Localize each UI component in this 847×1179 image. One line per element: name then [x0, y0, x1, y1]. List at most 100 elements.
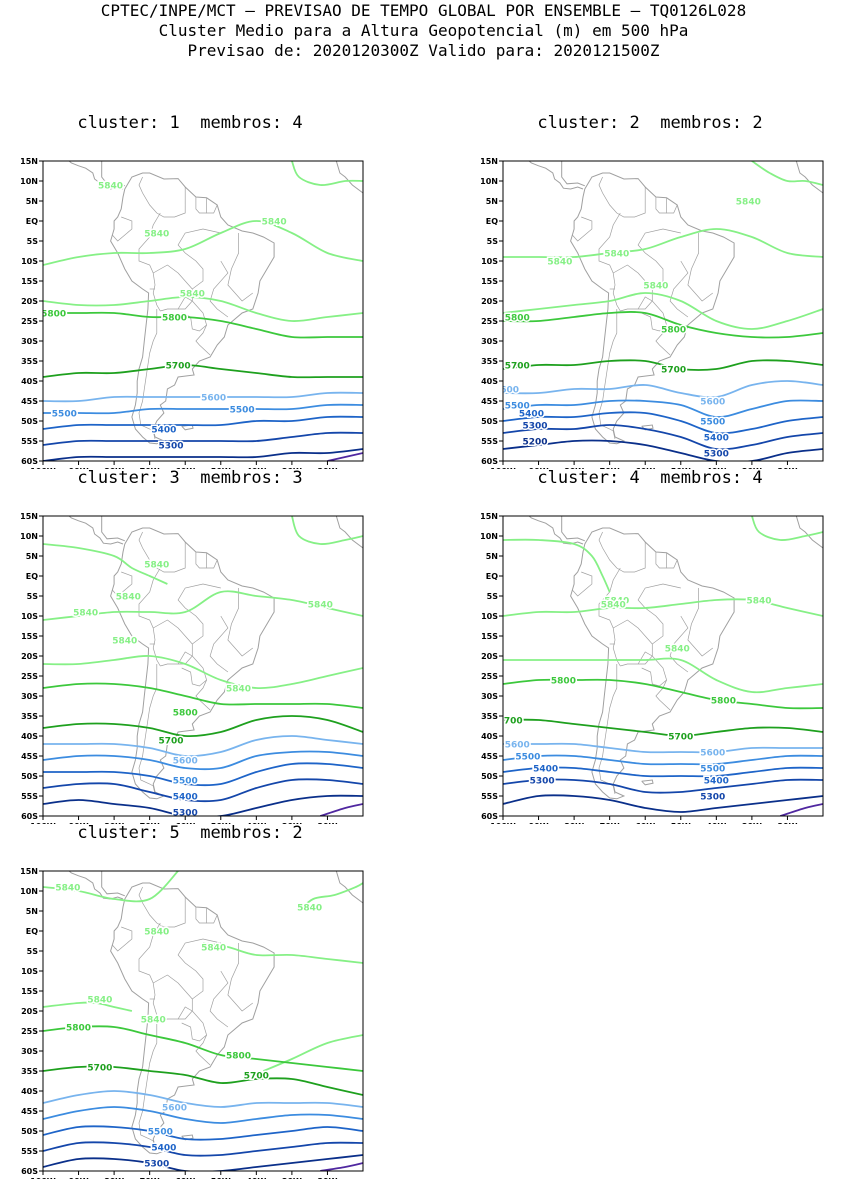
- lat-label: 5S: [27, 237, 39, 246]
- country-border: [613, 619, 653, 667]
- contour-line-5400: [43, 1125, 363, 1141]
- lon-label: 90W: [529, 467, 549, 469]
- contour-label: 5800: [661, 326, 686, 336]
- central-america-coast: [560, 516, 585, 542]
- africa-coast: [795, 161, 823, 194]
- membros-label: membros: 3: [200, 468, 303, 488]
- central-america-coast: [100, 161, 125, 187]
- contour-label: 5840: [144, 928, 169, 938]
- lat-label: 60S: [21, 457, 38, 466]
- contour-label: 5840: [601, 601, 626, 611]
- lon-label: 70W: [600, 822, 620, 824]
- lat-label: 20S: [21, 1007, 38, 1016]
- lat-label: 50S: [21, 417, 38, 426]
- lat-label: 5S: [487, 237, 499, 246]
- country-border: [598, 567, 621, 667]
- central-america-coast: [560, 161, 585, 187]
- country-border: [177, 651, 208, 687]
- lon-label: 30W: [742, 822, 762, 824]
- contour-line-5700: [43, 715, 363, 738]
- country-border: [206, 914, 218, 924]
- country-border: [195, 324, 211, 356]
- contour-label: 5400: [533, 765, 558, 775]
- country-border: [138, 886, 186, 928]
- country-border: [153, 619, 193, 667]
- contour-label: 5200: [522, 438, 547, 448]
- contour-label: 5840: [144, 230, 169, 240]
- contour-label: 5700: [87, 1064, 112, 1074]
- lon-label: 30W: [742, 467, 762, 469]
- coastline: [110, 172, 275, 445]
- lat-label: 30S: [481, 692, 498, 701]
- map-frame: [42, 160, 364, 462]
- contour-label: 5500: [700, 418, 725, 428]
- country-border: [138, 531, 186, 573]
- country-border: [666, 204, 678, 214]
- lat-label: 15S: [481, 277, 498, 286]
- panel-title: cluster: 5 membros: 2: [0, 823, 380, 843]
- lat-label: 35S: [481, 357, 498, 366]
- cluster-panel-5: cluster: 5 membros: 2 5840 5840 5840 5840 584…: [20, 822, 400, 1179]
- lat-label: 20S: [21, 297, 38, 306]
- title-gap: [640, 113, 660, 133]
- lat-label: 15N: [480, 157, 498, 166]
- contour-line-5300: [43, 1141, 363, 1157]
- contour-label: 5500: [700, 765, 725, 775]
- lat-label: 45S: [21, 397, 38, 406]
- lon-label: 40W: [246, 467, 266, 469]
- contour-label: 5800: [66, 1024, 91, 1034]
- lat-label: 5N: [26, 197, 38, 206]
- cluster-label: cluster: 2: [537, 113, 640, 133]
- country-border: [138, 567, 161, 667]
- lat-label: 5N: [486, 552, 498, 561]
- contour-label: 5840: [736, 198, 761, 208]
- contour-label: 5840: [73, 609, 98, 619]
- contour-line-5840: [751, 516, 823, 541]
- contour-line-5400: [503, 411, 823, 435]
- contour-line-5840: [751, 161, 823, 186]
- lat-label: 15N: [20, 512, 38, 521]
- lon-label: 20W: [317, 822, 337, 824]
- country-border: [209, 970, 229, 1028]
- country-border: [598, 531, 646, 573]
- contour-line-5100: [320, 803, 363, 816]
- country-border: [613, 264, 653, 312]
- country-border: [227, 943, 254, 1012]
- country-border: [572, 571, 593, 597]
- lon-label: 50W: [211, 467, 231, 469]
- country-border: [572, 216, 593, 242]
- lat-label: 10N: [20, 532, 38, 541]
- contour-map: 5840 5840 5840 5840 5840 5840 5800 5700 5600 5500…: [20, 512, 364, 824]
- contour-line-5840: [298, 882, 363, 912]
- lon-label: 40W: [706, 822, 726, 824]
- contour-line-5840: [263, 1034, 363, 1072]
- lat-label: 30S: [21, 1047, 38, 1056]
- contour-label: 5700: [498, 717, 523, 727]
- contour-line-5840: [43, 296, 363, 322]
- country-border: [138, 176, 186, 218]
- country-border: [655, 197, 667, 214]
- contour-line-5840: [503, 292, 823, 330]
- country-border: [177, 228, 221, 290]
- country-border: [637, 651, 668, 687]
- lat-label: 25S: [481, 672, 498, 681]
- cluster-panel-4: cluster: 4 membros: 4 5840 5840 5840 5840 580…: [480, 467, 847, 824]
- contour-line-5300: [503, 424, 823, 451]
- lat-label: 55S: [21, 437, 38, 446]
- cluster-panel-2: cluster: 2 membros: 2 5840 5840 5840 5840 580…: [480, 112, 847, 469]
- lon-label: 100W: [30, 822, 56, 824]
- lat-label: 40S: [21, 377, 38, 386]
- contour-label: 5700: [505, 362, 530, 372]
- contour-label: 5400: [173, 793, 198, 803]
- lat-label: 60S: [21, 812, 38, 821]
- contour-line-5800: [43, 1025, 363, 1072]
- contour-label: 5800: [162, 314, 187, 324]
- contour-label: 5700: [668, 733, 693, 743]
- country-border: [195, 197, 207, 214]
- contour-label: 5840: [604, 597, 629, 607]
- contour-map: 5840 5840 5840 5840 5840 5840 5800 5800 5700 5700…: [20, 867, 364, 1179]
- lon-label: 70W: [140, 467, 160, 469]
- lat-label: EQ: [486, 217, 498, 226]
- contour-label: 5800: [226, 1052, 251, 1062]
